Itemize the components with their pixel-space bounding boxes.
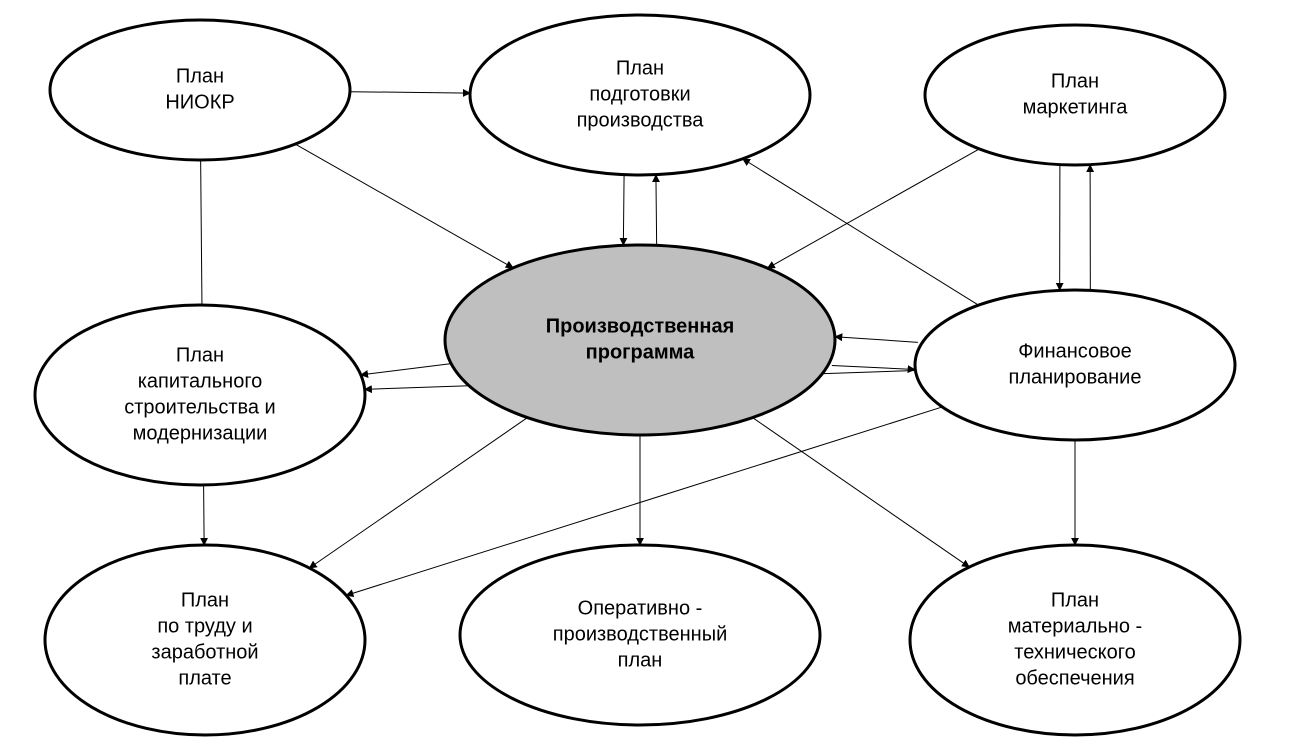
- node-label-labor-line1: по труду и: [157, 615, 252, 637]
- node-mto: План материально - технического обеспечения: [910, 545, 1240, 735]
- planning-diagram: Производственная программа План НИОКР План по…: [0, 0, 1289, 752]
- node-label-labor-line3: плате: [178, 667, 231, 689]
- node-label-mto-line0: План: [1051, 589, 1099, 611]
- node-labor: План по труду и заработной плате: [45, 545, 365, 735]
- node-label-capital-line3: модернизации: [133, 422, 268, 444]
- edge-center-prep: [656, 175, 657, 245]
- node-finance: Финансовое планирование: [915, 290, 1235, 440]
- node-label-oper-line0: Оперативно -: [578, 597, 703, 619]
- edge-niokr-center: [295, 144, 513, 268]
- edge-finance-center: [835, 337, 918, 343]
- node-ellipse-labor: [45, 545, 365, 735]
- node-label-capital-line1: капитального: [138, 370, 263, 392]
- node-ellipse-finance: [915, 290, 1235, 440]
- node-label-prep-line2: производства: [577, 109, 705, 131]
- edge-prep-center: [623, 175, 624, 245]
- node-ellipse-capital: [35, 305, 365, 485]
- node-label-capital-line0: План: [176, 344, 224, 366]
- node-ellipse-center: [445, 245, 835, 435]
- edge-marketing-center: [768, 149, 980, 268]
- node-center: Производственная программа: [445, 245, 835, 435]
- edge-center-capital: [361, 364, 451, 375]
- node-label-mto-line3: обеспечения: [1015, 667, 1134, 689]
- node-oper: Оперативно - производственный план: [460, 545, 820, 725]
- node-label-oper-line1: производственный: [553, 623, 728, 645]
- node-label-marketing-line1: маркетинга: [1023, 96, 1129, 118]
- node-ellipse-niokr: [50, 20, 350, 160]
- node-ellipse-marketing: [925, 25, 1225, 165]
- node-prep: План подготовки производства: [470, 15, 810, 175]
- node-niokr: План НИОКР: [50, 20, 350, 160]
- node-ellipse-mto: [910, 545, 1240, 735]
- node-marketing: План маркетинга: [925, 25, 1225, 165]
- node-label-capital-line2: строительства и: [124, 396, 275, 418]
- node-label-labor-line2: заработной: [151, 641, 258, 663]
- node-label-marketing-line0: План: [1051, 70, 1099, 92]
- node-capital: План капитального строительства и модерниза…: [35, 305, 365, 485]
- node-label-oper-line2: план: [618, 649, 663, 671]
- node-label-niokr-line1: НИОКР: [165, 91, 234, 113]
- edge-niokr-prep: [350, 92, 470, 93]
- node-label-center-line1: программа: [586, 341, 696, 363]
- node-label-center-line0: Производственная: [546, 315, 735, 337]
- edge-center-finance: [832, 365, 915, 369]
- edge-center-mto: [753, 418, 970, 567]
- nodes-layer: Производственная программа План НИОКР План по…: [35, 15, 1240, 735]
- node-label-finance-line1: планирование: [1009, 366, 1142, 388]
- node-label-prep-line1: подготовки: [589, 83, 690, 105]
- node-label-mto-line2: технического: [1014, 641, 1135, 663]
- node-label-mto-line1: материально -: [1008, 615, 1142, 637]
- node-label-prep-line0: План: [616, 57, 664, 79]
- node-label-labor-line0: План: [181, 589, 229, 611]
- node-label-finance-line0: Финансовое: [1018, 340, 1132, 362]
- node-label-niokr-line0: План: [176, 65, 224, 87]
